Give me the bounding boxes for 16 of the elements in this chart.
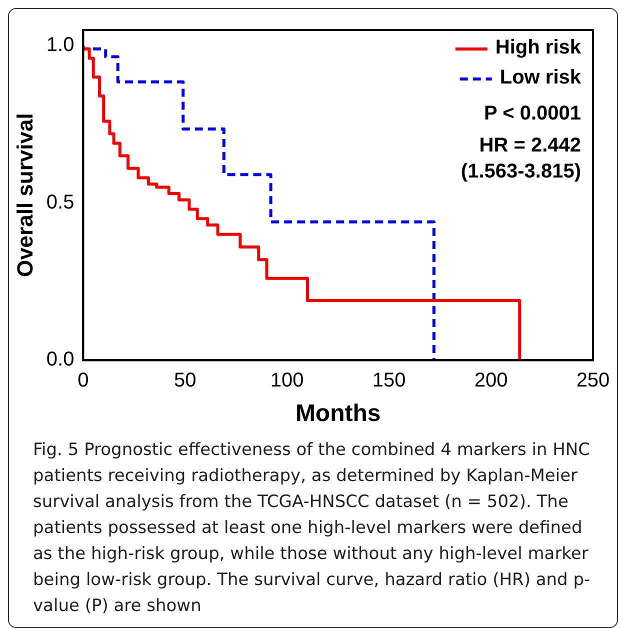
x-tick-label: 0 xyxy=(78,370,89,392)
x-tick-label: 250 xyxy=(576,370,610,392)
legend-label: Low risk xyxy=(500,66,582,89)
x-axis-title: Months xyxy=(295,400,381,428)
y-axis-title: Overall survival xyxy=(12,113,38,278)
annotation: P < 0.0001 xyxy=(484,102,581,125)
y-tick-label: 0.0 xyxy=(46,348,74,371)
x-tick-label: 150 xyxy=(372,370,406,392)
x-tick-label: 200 xyxy=(474,370,508,392)
y-tick-label: 1.0 xyxy=(46,34,74,56)
x-tick-label: 50 xyxy=(174,370,196,392)
legend-label: High risk xyxy=(495,36,582,59)
x-tick-label: 100 xyxy=(270,370,304,392)
caption: Fig. 5 Prognostic effectiveness of the combined 4 markers in HNC patients receiving radiotherapy, as determined by Kaplan-Meier survival analysis from the TCGA-HNSCC dataset (n = 502). The patients possessed at least one high-level markers were defined as the high-risk group, while those without any high-level marker being low-risk group. The survival curve, hazard ratio (HR) and p-value (P) are shown xyxy=(33,439,592,618)
annotation: HR = 2.442 (1.563-3.815) xyxy=(460,134,581,183)
y-tick-label: 0.5 xyxy=(46,191,74,214)
